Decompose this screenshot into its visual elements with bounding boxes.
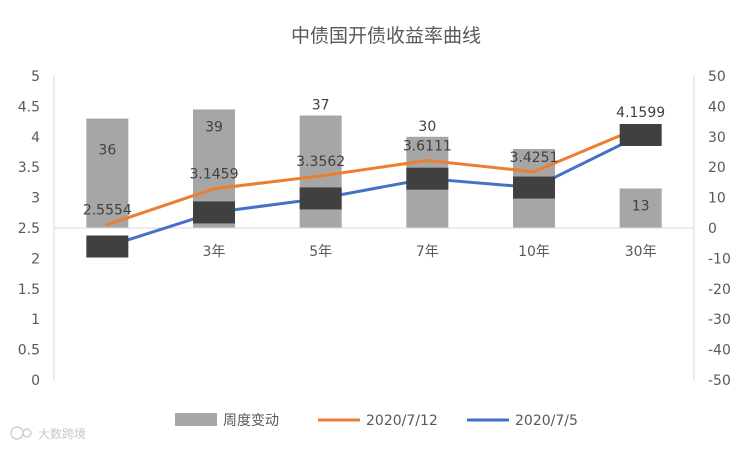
line-series bbox=[105, 125, 643, 249]
legend: 周度变动 2020/7/12 2020/7/5 bbox=[175, 413, 578, 429]
category-label: 5年 bbox=[309, 244, 332, 260]
category-label: 30年 bbox=[625, 244, 657, 260]
category-label: 7年 bbox=[416, 244, 439, 260]
line-data-label: 3.4251 bbox=[510, 150, 559, 166]
line-data-label: 3.3562 bbox=[296, 154, 345, 170]
left-axis-tick-label: 1 bbox=[31, 312, 40, 328]
left-axis-tick-label: 2 bbox=[31, 251, 40, 267]
bar-data-label: 13 bbox=[632, 198, 650, 214]
line-data-label: 3.6111 bbox=[403, 138, 452, 154]
left-axis-tick-label: 4 bbox=[31, 130, 40, 146]
right-axis-tick-label: 20 bbox=[708, 160, 726, 176]
right-axis-tick-label: 10 bbox=[708, 191, 726, 207]
chart-title: 中债国开债收益率曲线 bbox=[291, 25, 481, 47]
data-labels: 2.5554 3.1459 3.3562 3.6111 3.4251 4.1599 36 39… bbox=[83, 98, 665, 258]
right-axis-tick-label: -40 bbox=[708, 343, 731, 359]
bar-weekly-change bbox=[619, 188, 662, 228]
bar-weekly-change bbox=[86, 118, 129, 228]
legend-label: 周度变动 bbox=[223, 413, 279, 429]
bar-weekly-change bbox=[299, 115, 342, 228]
legend-label: 2020/7/12 bbox=[366, 413, 438, 429]
line-data-label: 2.5554 bbox=[83, 203, 132, 219]
right-axis-tick-label: -30 bbox=[708, 312, 731, 328]
left-axis-tick-label: 3 bbox=[31, 191, 40, 207]
point-marker-box bbox=[619, 123, 662, 146]
bar-data-label: 36 bbox=[98, 143, 116, 159]
right-axis-tick-label: -50 bbox=[708, 373, 731, 389]
bar-data-label: 37 bbox=[312, 98, 330, 114]
point-marker-box bbox=[86, 235, 129, 258]
left-axis-tick-label: 5 bbox=[31, 69, 40, 85]
watermark-text: 大数跨境 bbox=[38, 426, 86, 441]
left-axis-tick-label: 0 bbox=[31, 373, 40, 389]
bar-data-label: 30 bbox=[418, 119, 436, 135]
point-marker-box bbox=[406, 167, 449, 190]
bar-data-label: 39 bbox=[205, 119, 223, 135]
point-marker-box bbox=[513, 176, 555, 199]
axes: 0 0.5 1 1.5 2 2.5 3 3.5 4 4.5 5 -50 -40 -30 -20 -10 0 10 2… bbox=[18, 69, 731, 389]
right-axis-tick-label: 30 bbox=[708, 130, 726, 146]
line-data-label: 3.1459 bbox=[190, 167, 239, 183]
right-axis-tick-label: 50 bbox=[708, 69, 726, 85]
right-axis-tick-label: -10 bbox=[708, 251, 731, 267]
point-marker-box bbox=[193, 201, 235, 224]
line-data-label: 4.1599 bbox=[616, 105, 665, 121]
line-series-2020-7-12 bbox=[105, 125, 643, 227]
left-axis-tick-label: 4.5 bbox=[18, 99, 40, 115]
left-axis-tick-label: 0.5 bbox=[18, 343, 40, 359]
category-label: 10年 bbox=[518, 244, 550, 260]
right-axis-tick-label: 0 bbox=[708, 221, 717, 237]
category-label: 3年 bbox=[203, 244, 226, 260]
left-axis-tick-label: 1.5 bbox=[18, 282, 40, 298]
right-axis-tick-label: 40 bbox=[708, 99, 726, 115]
left-axis-tick-label: 2.5 bbox=[18, 221, 40, 237]
line-series-2020-7-5 bbox=[105, 133, 643, 249]
right-axis-tick-label: -20 bbox=[708, 282, 731, 298]
left-axis-tick-label: 3.5 bbox=[18, 160, 40, 176]
watermark: 大数跨境 bbox=[10, 426, 86, 441]
watermark-logo-icon bbox=[10, 426, 32, 440]
bar-data-label: 26 bbox=[525, 176, 543, 192]
legend-label: 2020/7/5 bbox=[515, 413, 578, 429]
point-marker-box bbox=[299, 187, 342, 210]
legend-swatch-bar bbox=[175, 413, 217, 426]
